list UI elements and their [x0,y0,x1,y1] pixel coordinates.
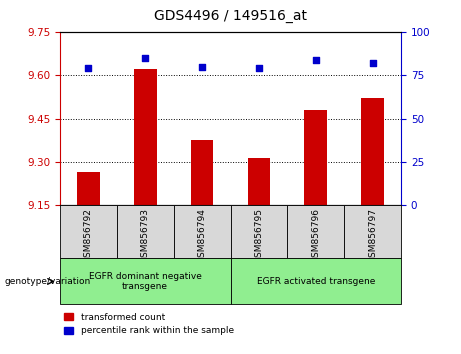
Point [85,65,92,71]
Text: GSM856797: GSM856797 [368,208,377,263]
Text: genotype/variation: genotype/variation [5,277,91,286]
Point [142,55,149,61]
Text: GSM856795: GSM856795 [254,208,263,263]
Bar [174,205,230,258]
Bar [304,110,327,205]
Text: GSM856796: GSM856796 [311,208,320,263]
Text: GSM856793: GSM856793 [141,208,150,263]
Bar [134,69,157,205]
Bar [230,258,401,304]
Text: GDS4496 / 149516_at: GDS4496 / 149516_at [154,9,307,23]
Bar [77,172,100,205]
Text: GSM856794: GSM856794 [198,208,207,263]
Point [198,64,206,69]
Bar [191,140,213,205]
Point [312,57,319,62]
Bar [248,158,270,205]
Text: GSM856792: GSM856792 [84,208,93,263]
Bar [60,205,117,258]
Legend: transformed count, percentile rank within the sample: transformed count, percentile rank withi… [65,313,234,335]
Bar [117,205,174,258]
Point [255,65,263,71]
Text: EGFR activated transgene: EGFR activated transgene [257,277,375,286]
Bar [344,205,401,258]
Point [369,60,376,66]
Bar [287,205,344,258]
Bar [230,205,287,258]
Bar [60,258,230,304]
Text: EGFR dominant negative
transgene: EGFR dominant negative transgene [89,272,201,291]
Bar [361,98,384,205]
